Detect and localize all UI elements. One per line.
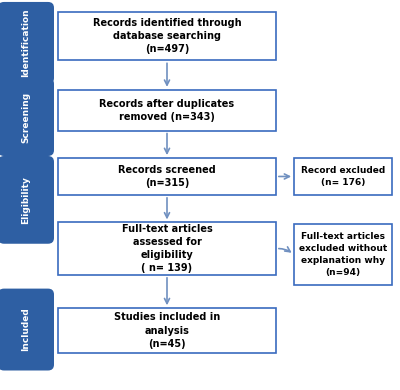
- FancyBboxPatch shape: [294, 158, 392, 195]
- Text: Studies included in
analysis
(n=45): Studies included in analysis (n=45): [114, 312, 220, 349]
- Text: Record excluded
(n= 176): Record excluded (n= 176): [301, 166, 385, 187]
- Text: Full-text articles
assessed for
eligibility
( n= 139): Full-text articles assessed for eligibil…: [122, 224, 212, 273]
- Text: Screening: Screening: [22, 91, 30, 143]
- FancyBboxPatch shape: [294, 224, 392, 285]
- FancyBboxPatch shape: [0, 2, 54, 84]
- Text: Records identified through
database searching
(n=497): Records identified through database sear…: [93, 18, 241, 54]
- Text: Records screened
(n=315): Records screened (n=315): [118, 165, 216, 188]
- FancyBboxPatch shape: [0, 78, 54, 156]
- FancyBboxPatch shape: [58, 12, 276, 60]
- FancyBboxPatch shape: [58, 90, 276, 131]
- Text: Included: Included: [22, 308, 30, 351]
- FancyBboxPatch shape: [58, 222, 276, 275]
- FancyBboxPatch shape: [0, 289, 54, 370]
- Text: Records after duplicates
removed (n=343): Records after duplicates removed (n=343): [100, 99, 234, 122]
- FancyBboxPatch shape: [0, 156, 54, 244]
- FancyBboxPatch shape: [58, 308, 276, 353]
- Text: Identification: Identification: [22, 9, 30, 77]
- FancyBboxPatch shape: [58, 158, 276, 195]
- Text: Full-text articles
excluded without
explanation why
(n=94): Full-text articles excluded without expl…: [299, 232, 387, 277]
- Text: Eligibility: Eligibility: [22, 176, 30, 224]
